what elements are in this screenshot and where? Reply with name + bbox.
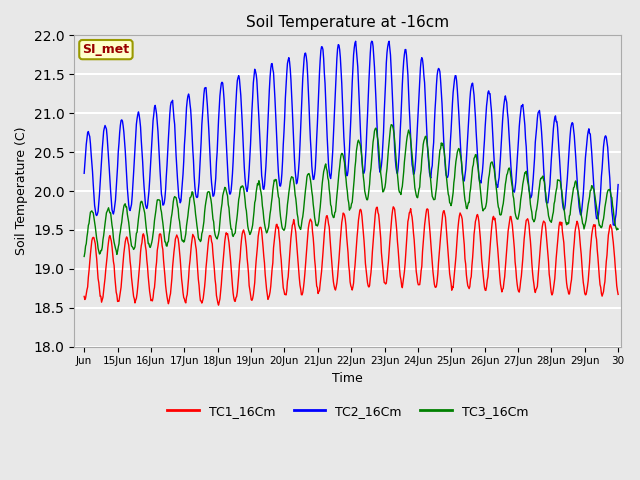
TC3_16Cm <box>288 174 296 180</box>
TC2_16Cm <box>241 175 249 180</box>
Line: TC2_16Cm: TC2_16Cm <box>84 41 618 225</box>
TC3_16Cm <box>268 200 275 205</box>
Text: SI_met: SI_met <box>83 43 129 56</box>
TC3_16Cm <box>143 229 150 235</box>
TC1_16Cm <box>242 238 250 244</box>
TC3_16Cm <box>614 226 622 232</box>
TC1_16Cm <box>143 257 150 263</box>
TC2_16Cm <box>368 38 376 44</box>
Line: TC3_16Cm: TC3_16Cm <box>84 125 618 256</box>
TC2_16Cm <box>614 182 622 188</box>
TC3_16Cm <box>81 253 88 259</box>
TC1_16Cm <box>614 291 622 297</box>
TC3_16Cm <box>387 122 395 128</box>
X-axis label: Time: Time <box>332 372 363 385</box>
Y-axis label: Soil Temperature (C): Soil Temperature (C) <box>15 127 28 255</box>
TC2_16Cm <box>81 170 88 176</box>
Legend: TC1_16Cm, TC2_16Cm, TC3_16Cm: TC1_16Cm, TC2_16Cm, TC3_16Cm <box>163 400 533 423</box>
Title: Soil Temperature at -16cm: Soil Temperature at -16cm <box>246 15 449 30</box>
TC1_16Cm <box>81 294 88 300</box>
TC1_16Cm <box>289 222 296 228</box>
TC2_16Cm <box>611 222 618 228</box>
TC2_16Cm <box>143 205 150 211</box>
TC3_16Cm <box>241 196 249 202</box>
TC3_16Cm <box>436 146 444 152</box>
TC2_16Cm <box>436 78 444 84</box>
TC3_16Cm <box>407 137 415 143</box>
TC2_16Cm <box>268 61 275 67</box>
TC1_16Cm <box>389 204 397 210</box>
TC1_16Cm <box>268 266 276 272</box>
TC2_16Cm <box>288 91 296 97</box>
TC1_16Cm <box>214 302 222 308</box>
TC2_16Cm <box>407 135 415 141</box>
TC1_16Cm <box>438 226 445 232</box>
TC1_16Cm <box>408 211 415 216</box>
Line: TC1_16Cm: TC1_16Cm <box>84 207 618 305</box>
